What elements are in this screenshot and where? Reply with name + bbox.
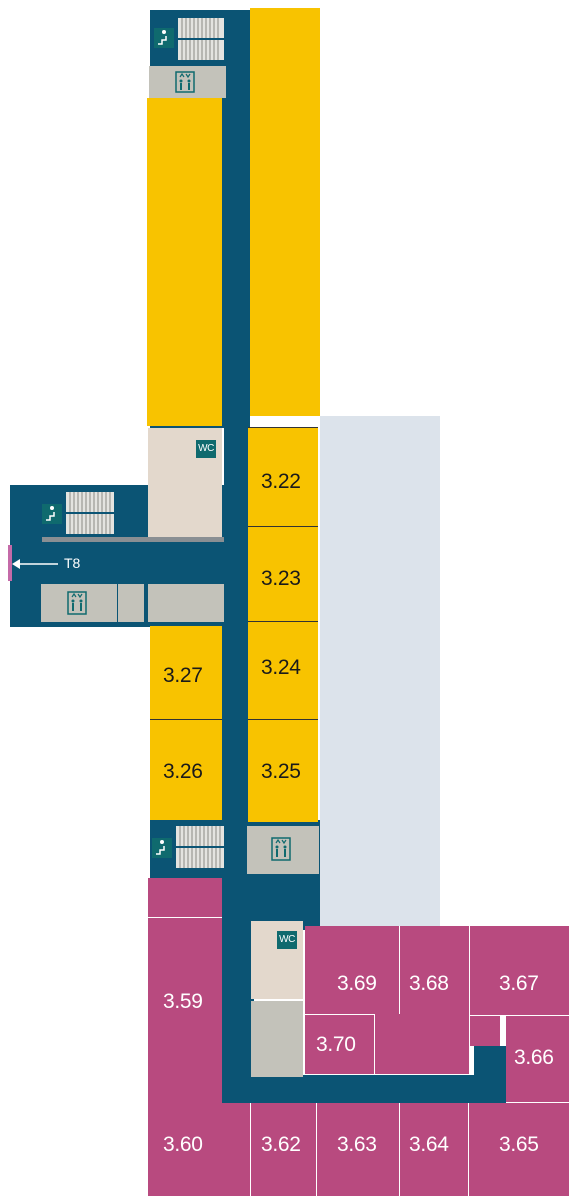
wc-icon: WC	[196, 440, 216, 458]
elevator-top	[149, 66, 226, 98]
room-label: 3.64	[409, 1133, 449, 1156]
room-yellow-west-top[interactable]	[147, 98, 222, 426]
exit-label: T8	[64, 555, 81, 571]
room-362[interactable]: 3.62	[251, 1103, 317, 1196]
stairs-icon	[152, 826, 224, 868]
room-label: 3.59	[163, 990, 203, 1013]
room-label: 3.70	[316, 1033, 356, 1056]
room-label: 3.67	[499, 972, 539, 995]
corridor-bottom-horizontal	[222, 1075, 506, 1103]
room-370[interactable]: 3.70	[305, 1014, 375, 1074]
room-plum-west-top[interactable]	[148, 878, 222, 918]
wall-strip	[42, 537, 224, 542]
room-369[interactable]: 3.69	[305, 926, 400, 1014]
service-room-west	[118, 584, 144, 622]
room-326[interactable]: 3.26	[150, 720, 222, 820]
room-322[interactable]: 3.22	[248, 427, 318, 527]
room-yellow-east-top[interactable]	[250, 8, 320, 416]
elevator-south	[247, 826, 319, 874]
room-plum-gap	[375, 1014, 400, 1074]
room-359[interactable]: 3.59	[148, 918, 222, 1104]
service-room-lower	[251, 1001, 303, 1077]
exit-arrow[interactable]: T8	[12, 552, 92, 576]
room-325[interactable]: 3.25	[248, 720, 318, 822]
exit-marker	[8, 545, 12, 581]
room-324[interactable]: 3.24	[248, 622, 318, 720]
room-label: 3.23	[261, 567, 301, 590]
room-327[interactable]: 3.27	[150, 626, 222, 720]
room-label: 3.60	[163, 1133, 203, 1156]
stairs-top	[152, 18, 226, 62]
room-label: 3.25	[261, 760, 301, 783]
room-364[interactable]: 3.64	[400, 1103, 469, 1196]
elevator-icon	[67, 591, 87, 615]
wc-room-lower: WC	[251, 921, 303, 999]
room-label: 3.63	[337, 1133, 377, 1156]
stairs-west	[40, 492, 116, 536]
room-label: 3.26	[163, 760, 203, 783]
room-label: 3.24	[261, 656, 301, 679]
elevator-west	[41, 584, 117, 622]
wc-icon: WC	[277, 931, 297, 949]
stairs-south	[150, 826, 226, 870]
arrow-left-icon	[12, 559, 58, 569]
elevator-icon	[175, 71, 195, 93]
elevator-icon	[271, 837, 291, 861]
wc-room-upper: WC	[148, 428, 222, 538]
room-360[interactable]: 3.60	[148, 1103, 251, 1196]
room-367[interactable]: 3.67	[470, 926, 569, 1016]
room-plum-small	[470, 1016, 500, 1046]
room-365[interactable]: 3.65	[469, 1103, 569, 1196]
room-368[interactable]: 3.68	[400, 926, 470, 1074]
corridor-east-stub	[474, 1046, 506, 1102]
room-label: 3.68	[409, 972, 449, 995]
corridor-lower	[222, 880, 254, 1102]
room-323[interactable]: 3.23	[248, 527, 318, 622]
stairs-icon	[42, 492, 114, 534]
room-label: 3.69	[337, 972, 377, 995]
room-363[interactable]: 3.63	[317, 1103, 400, 1196]
stairs-icon	[154, 18, 224, 60]
room-label: 3.27	[163, 664, 203, 687]
courtyard	[320, 416, 440, 926]
room-label: 3.65	[499, 1133, 539, 1156]
room-label: 3.22	[261, 470, 301, 493]
room-label: 3.66	[514, 1046, 554, 1069]
room-366[interactable]: 3.66	[506, 1016, 569, 1102]
service-room-mid	[148, 584, 224, 622]
room-label: 3.62	[261, 1133, 301, 1156]
